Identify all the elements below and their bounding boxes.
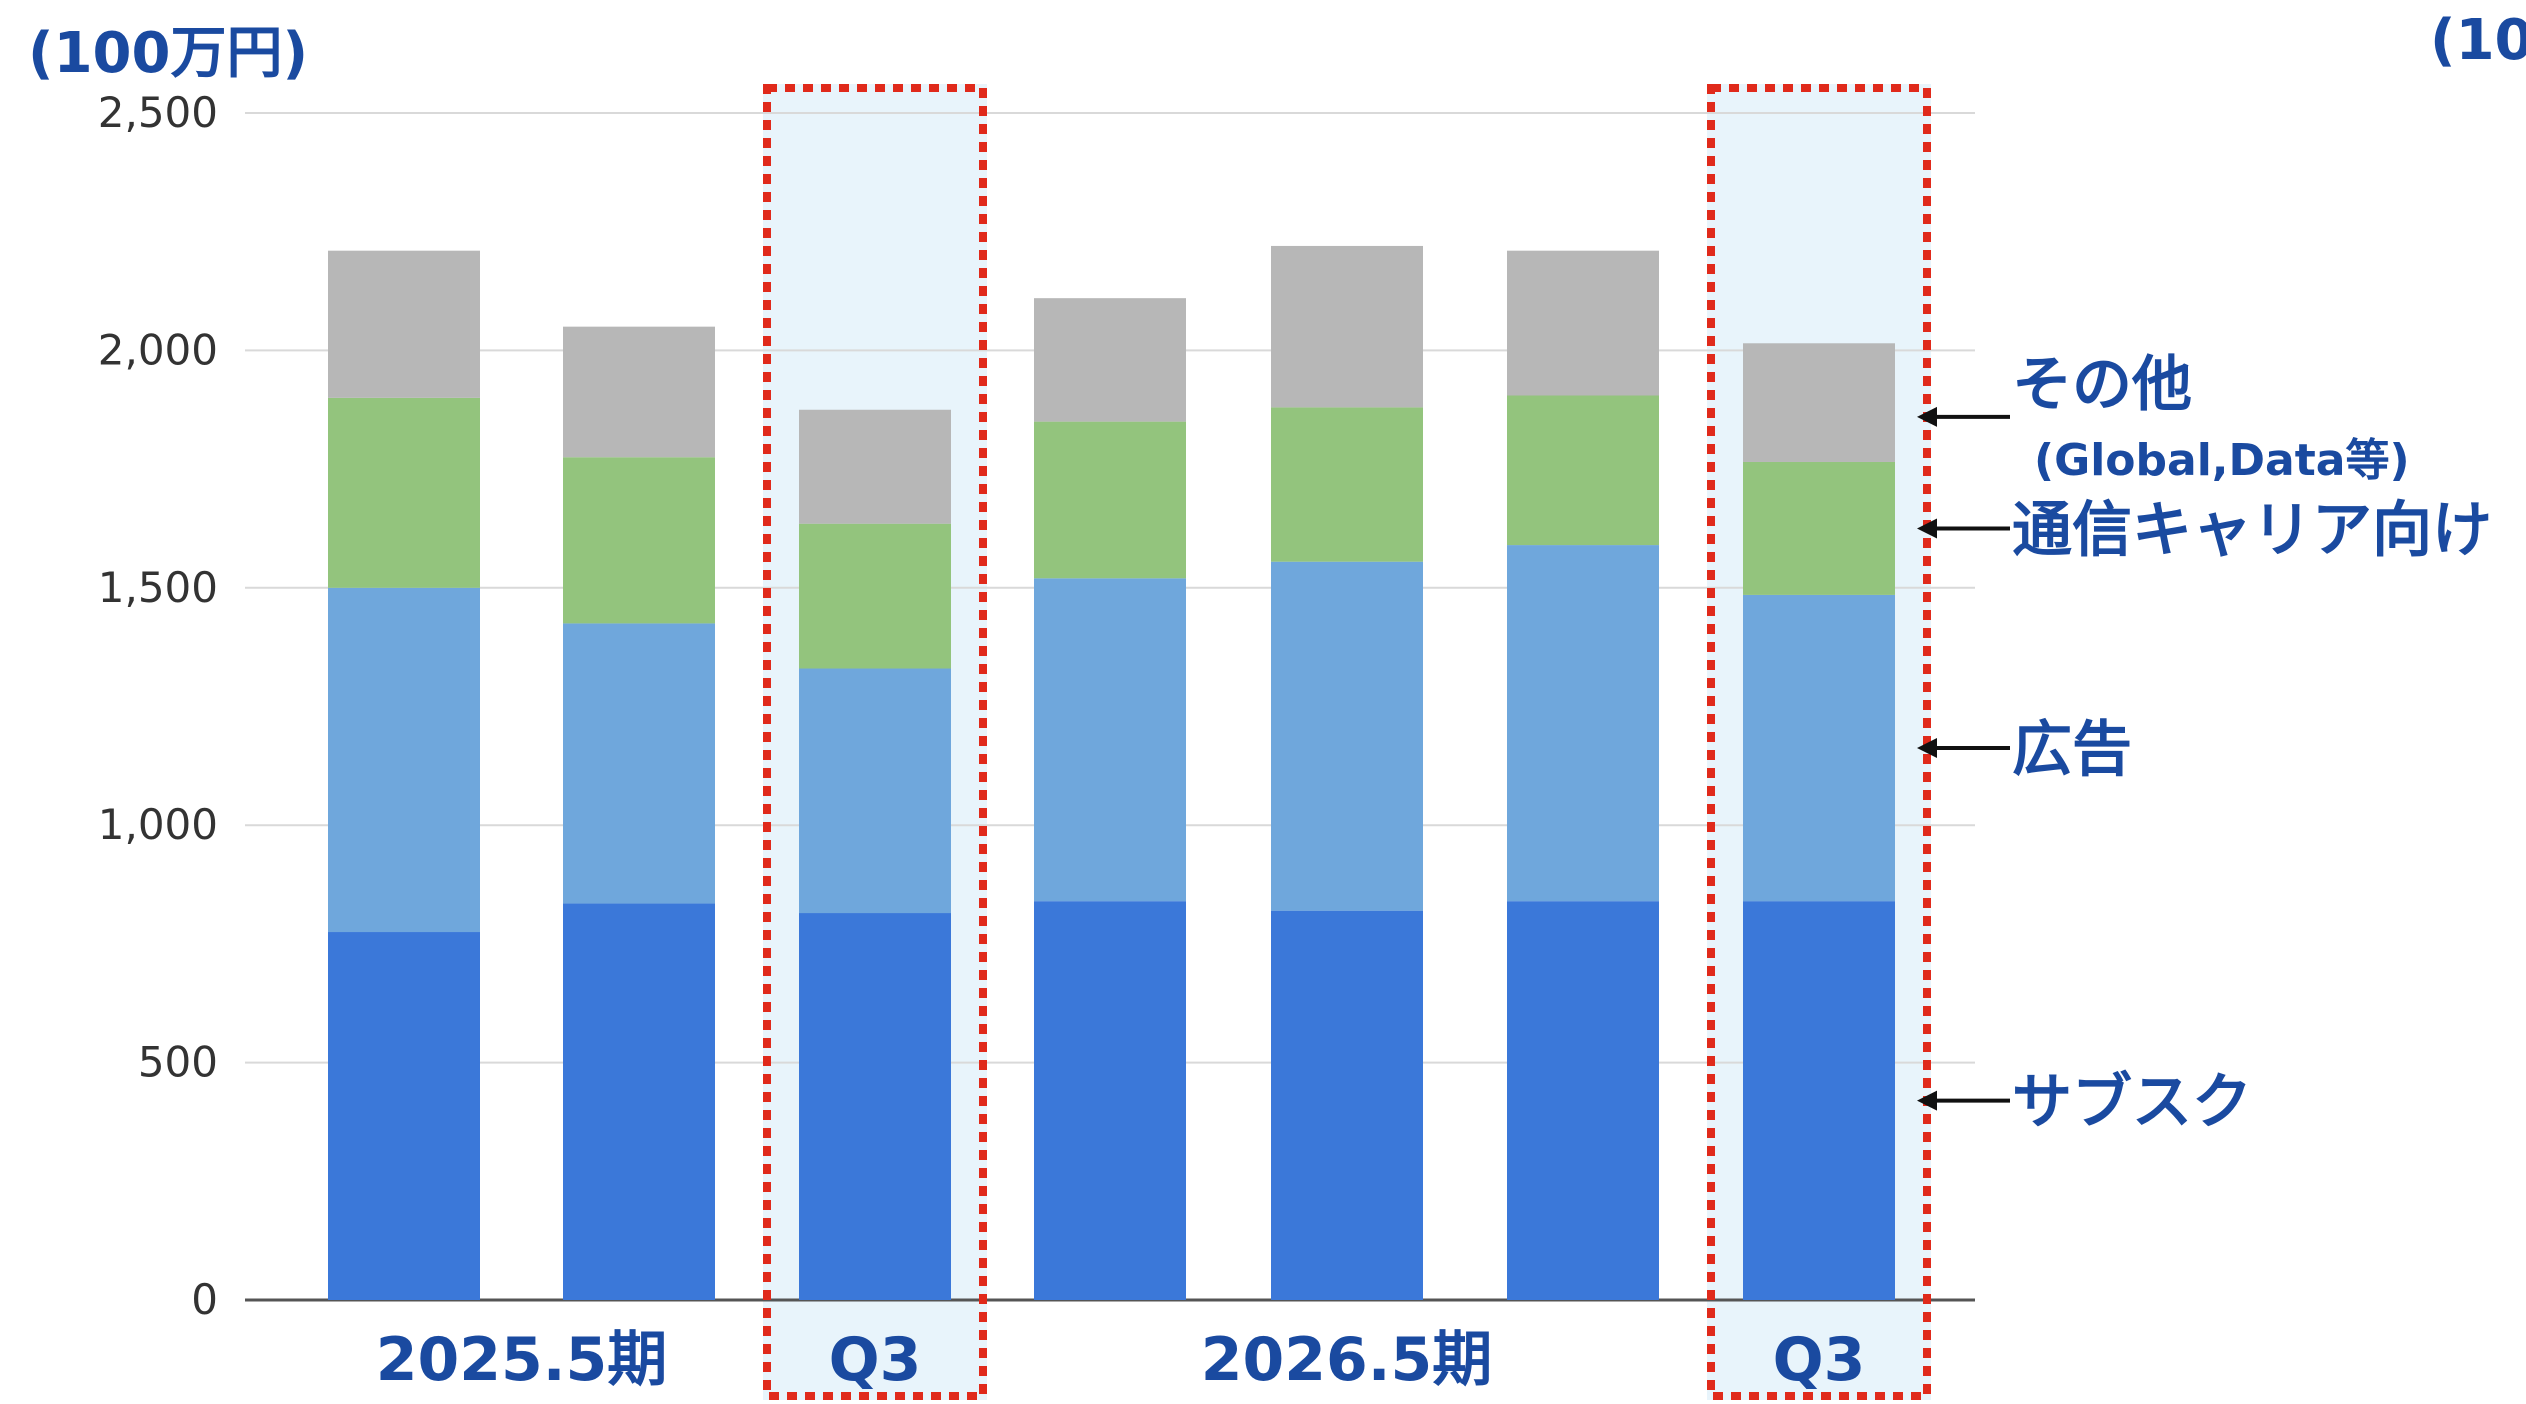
- bar-other-3: [1034, 298, 1186, 422]
- y-tick-label-1000: 1,000: [98, 800, 218, 849]
- bar-ad-0: [328, 587, 480, 933]
- bar-carrier-1: [563, 457, 715, 624]
- y-tick-label-1500: 1,500: [98, 563, 218, 612]
- bar-carrier-5: [1507, 395, 1659, 546]
- bar-subscription-3: [1034, 901, 1186, 1300]
- right-chart-unit-label-cropped: (10: [2430, 8, 2526, 73]
- legend-sublabel-other: (Global,Data等): [2034, 435, 2410, 486]
- bar-subscription-1: [563, 903, 715, 1300]
- bar-subscription-0: [328, 932, 480, 1300]
- legend-arrow-head-ad: [1917, 738, 1937, 759]
- highlight-frame-1: [763, 84, 987, 1400]
- y-tick-label-500: 500: [138, 1038, 218, 1087]
- bar-subscription-5: [1507, 901, 1659, 1300]
- x-group-label-1: Q3: [829, 1325, 922, 1395]
- legend-arrow-head-carrier: [1917, 518, 1937, 539]
- highlight-frame-3: [1707, 84, 1931, 1400]
- bar-other-0: [328, 250, 480, 398]
- y-tick-label-0: 0: [191, 1275, 218, 1324]
- bar-subscription-6: [1743, 901, 1895, 1300]
- y-tick-label-2500: 2,500: [98, 88, 218, 137]
- y-axis-unit-label: (100万円): [28, 21, 309, 86]
- bar-other-4: [1271, 245, 1423, 408]
- bar-ad-6: [1743, 594, 1895, 902]
- bar-ad-4: [1271, 561, 1423, 911]
- legend-label-ad: 広告: [2012, 715, 2132, 785]
- bar-other-1: [563, 326, 715, 458]
- bar-ad-1: [563, 623, 715, 904]
- legend-arrow-head-other: [1917, 406, 1937, 427]
- bar-carrier-3: [1034, 421, 1186, 579]
- x-group-label-0: 2025.5期: [376, 1325, 668, 1395]
- bar-ad-3: [1034, 578, 1186, 902]
- bar-ad-5: [1507, 545, 1659, 902]
- legend-label-subscription: サブスク: [2012, 1068, 2252, 1138]
- bar-carrier-0: [328, 397, 480, 588]
- bar-subscription-4: [1271, 910, 1423, 1300]
- bar-other-5: [1507, 250, 1659, 396]
- bar-carrier-6: [1743, 461, 1895, 595]
- bar-other-2: [799, 409, 951, 524]
- legend-label-other: その他: [2012, 350, 2192, 420]
- x-group-label-2: 2026.5期: [1201, 1325, 1493, 1395]
- legend-arrow-head-subscription: [1917, 1090, 1937, 1111]
- x-group-label-3: Q3: [1773, 1325, 1866, 1395]
- bar-carrier-4: [1271, 407, 1423, 562]
- bar-carrier-2: [799, 523, 951, 669]
- bar-ad-2: [799, 668, 951, 914]
- legend-label-carrier: 通信キャリア向け: [2012, 495, 2492, 565]
- bar-subscription-2: [799, 913, 951, 1300]
- y-tick-label-2000: 2,000: [98, 325, 218, 374]
- bar-other-6: [1743, 343, 1895, 462]
